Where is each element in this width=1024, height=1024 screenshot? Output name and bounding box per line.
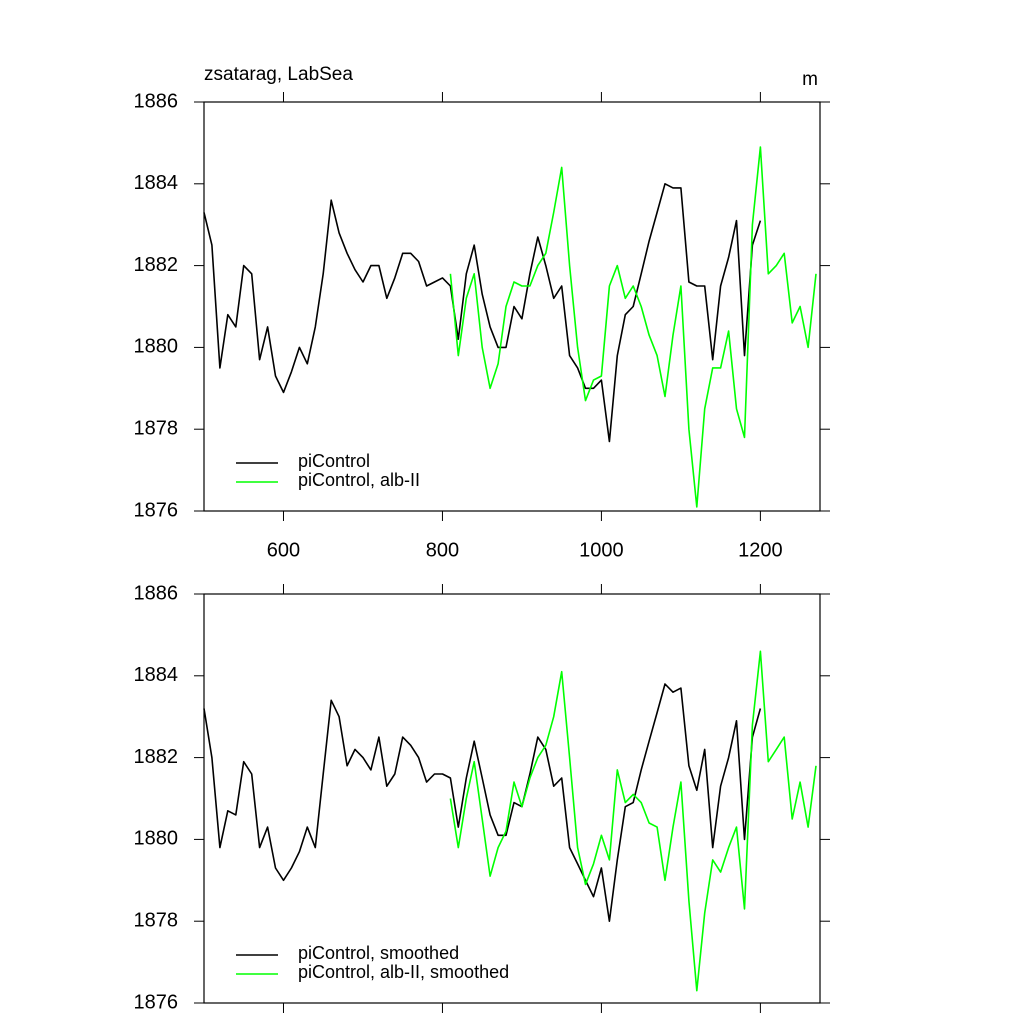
x-tick-label: 1200 bbox=[738, 539, 783, 561]
y-tick-label: 1886 bbox=[134, 90, 179, 112]
legend-label: piControl, alb-II, smoothed bbox=[298, 962, 509, 982]
series-line bbox=[449, 146, 817, 508]
y-tick-label: 1880 bbox=[134, 828, 179, 850]
series-line bbox=[203, 183, 762, 443]
units-label: m bbox=[802, 69, 818, 90]
legend-label: piControl, smoothed bbox=[298, 943, 459, 963]
y-tick-label: 1884 bbox=[134, 664, 179, 686]
y-tick-label: 1876 bbox=[134, 991, 179, 1013]
plot-frame bbox=[203, 593, 821, 1004]
x-tick-label: 1000 bbox=[579, 539, 624, 561]
x-tick-label: 600 bbox=[267, 539, 300, 561]
y-tick-label: 1884 bbox=[134, 172, 179, 194]
y-tick-label: 1876 bbox=[134, 499, 179, 521]
plot-frame bbox=[203, 101, 821, 512]
legend-label: piControl bbox=[298, 451, 370, 471]
chart-title: zsatarag, LabSea bbox=[204, 64, 353, 85]
y-tick-label: 1878 bbox=[134, 417, 179, 439]
y-tick-label: 1886 bbox=[134, 582, 179, 604]
y-tick-label: 1880 bbox=[134, 336, 179, 358]
series-line bbox=[449, 650, 817, 992]
y-tick-label: 1878 bbox=[134, 909, 179, 931]
series-line bbox=[203, 683, 762, 922]
y-tick-label: 1882 bbox=[134, 746, 179, 768]
x-tick-label: 800 bbox=[426, 539, 459, 561]
legend-label: piControl, alb-II bbox=[298, 470, 420, 490]
y-tick-label: 1882 bbox=[134, 254, 179, 276]
